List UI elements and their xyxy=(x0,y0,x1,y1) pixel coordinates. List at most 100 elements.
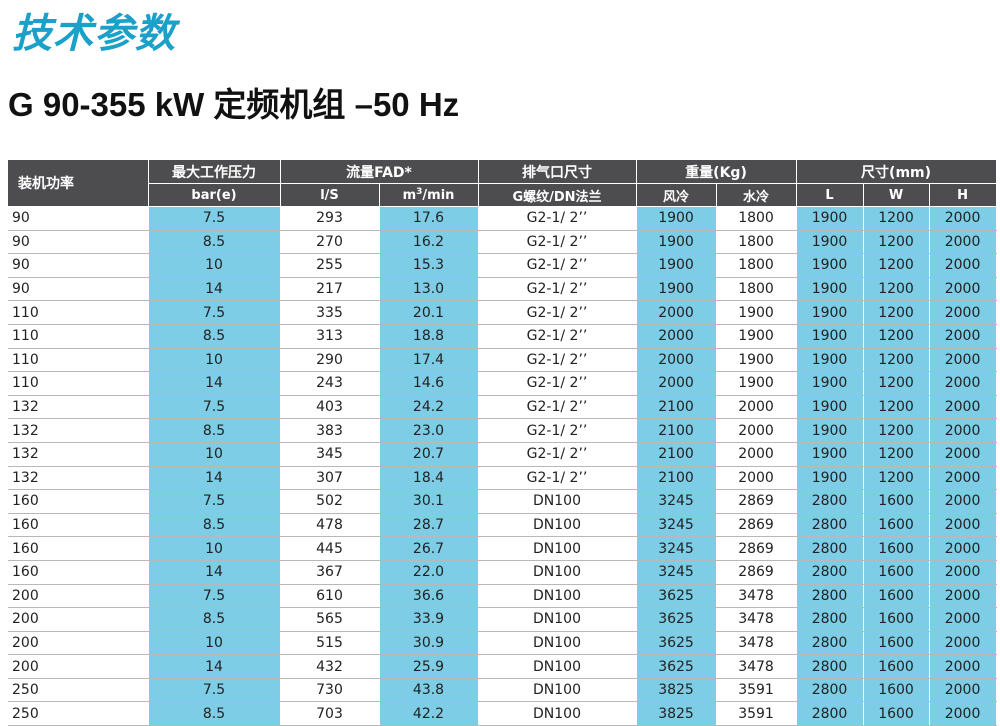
cell-fad-ls: 313 xyxy=(280,324,379,349)
cell-weight-air: 2000 xyxy=(635,371,717,396)
cell-height: 2000 xyxy=(928,466,997,491)
unit-m: m xyxy=(402,188,417,203)
table-row: 90 10 255 15.3 G2-1/ 2’’ 1900 1800 1900 1200 2000 xyxy=(8,253,997,278)
cell-fad-m3: 22.0 xyxy=(378,560,479,585)
cell-height: 2000 xyxy=(928,253,997,278)
cell-height: 2000 xyxy=(928,560,997,585)
cell-fad-ls: 730 xyxy=(280,678,379,703)
cell-length: 1900 xyxy=(795,230,864,255)
cell-weight-water: 3478 xyxy=(716,607,797,632)
cell-outlet: DN100 xyxy=(478,678,637,703)
cell-fad-ls: 403 xyxy=(280,395,379,420)
cell-fad-m3: 30.1 xyxy=(378,489,479,514)
table-row: 160 10 445 26.7 DN100 3245 2869 2800 1600 2000 xyxy=(8,536,997,561)
cell-pressure: 14 xyxy=(147,654,281,679)
cell-weight-water: 2000 xyxy=(716,395,797,420)
cell-width: 1200 xyxy=(862,442,930,467)
cell-length: 1900 xyxy=(795,277,864,302)
cell-length: 2800 xyxy=(795,701,864,726)
cell-weight-water: 1800 xyxy=(716,277,797,302)
cell-pressure: 8.5 xyxy=(147,607,281,632)
cell-power: 90 xyxy=(8,277,148,302)
cell-fad-m3: 20.1 xyxy=(378,300,479,325)
cell-weight-water: 1800 xyxy=(716,230,797,255)
cell-height: 2000 xyxy=(928,206,997,231)
cell-length: 2800 xyxy=(795,678,864,703)
cell-width: 1200 xyxy=(862,466,930,491)
cell-weight-water: 2000 xyxy=(716,466,797,491)
cell-outlet: G2-1/ 2’’ xyxy=(478,253,637,278)
table-row: 160 8.5 478 28.7 DN100 3245 2869 2800 1600 2000 xyxy=(8,513,997,538)
cell-height: 2000 xyxy=(928,230,997,255)
table-row: 160 7.5 502 30.1 DN100 3245 2869 2800 1600 2000 xyxy=(8,489,997,514)
cell-weight-water: 3591 xyxy=(716,678,797,703)
cell-width: 1200 xyxy=(862,348,930,373)
section-heading: 技术参数 xyxy=(12,12,176,56)
cell-weight-air: 3245 xyxy=(635,489,717,514)
cell-power: 160 xyxy=(8,560,148,585)
cell-outlet: G2-1/ 2’’ xyxy=(478,466,637,491)
cell-fad-m3: 14.6 xyxy=(378,371,479,396)
table-row: 200 8.5 565 33.9 DN100 3625 3478 2800 1600 2000 xyxy=(8,607,997,632)
cell-fad-m3: 36.6 xyxy=(378,584,479,609)
cell-fad-m3: 25.9 xyxy=(378,654,479,679)
cell-outlet: G2-1/ 2’’ xyxy=(478,206,637,231)
cell-power: 132 xyxy=(8,442,148,467)
cell-weight-water: 3478 xyxy=(716,584,797,609)
cell-height: 2000 xyxy=(928,654,997,679)
cell-fad-m3: 13.0 xyxy=(378,277,479,302)
cell-width: 1600 xyxy=(862,678,930,703)
cell-weight-water: 1800 xyxy=(716,253,797,278)
cell-power: 200 xyxy=(8,584,148,609)
cell-power: 200 xyxy=(8,631,148,656)
cell-weight-water: 1900 xyxy=(716,324,797,349)
cell-outlet: G2-1/ 2’’ xyxy=(478,418,637,443)
col-header-size: 尺寸(mm) xyxy=(796,160,997,184)
cell-width: 1200 xyxy=(862,206,930,231)
cell-weight-water: 3478 xyxy=(716,631,797,656)
cell-width: 1600 xyxy=(862,654,930,679)
cell-fad-ls: 478 xyxy=(280,513,379,538)
cell-fad-ls: 515 xyxy=(280,631,379,656)
cell-pressure: 7.5 xyxy=(147,300,281,325)
cell-weight-water: 2000 xyxy=(716,442,797,467)
cell-fad-ls: 565 xyxy=(280,607,379,632)
cell-fad-m3: 33.9 xyxy=(378,607,479,632)
cell-power: 200 xyxy=(8,654,148,679)
cell-power: 90 xyxy=(8,253,148,278)
cell-outlet: G2-1/ 2’’ xyxy=(478,395,637,420)
cell-width: 1600 xyxy=(862,607,930,632)
cell-length: 1900 xyxy=(795,442,864,467)
cell-length: 2800 xyxy=(795,584,864,609)
cell-length: 1900 xyxy=(795,324,864,349)
cell-power: 110 xyxy=(8,348,148,373)
cell-power: 160 xyxy=(8,536,148,561)
cell-weight-air: 2100 xyxy=(635,395,717,420)
cell-width: 1600 xyxy=(862,631,930,656)
cell-power: 200 xyxy=(8,607,148,632)
cell-weight-water: 2869 xyxy=(716,489,797,514)
cell-width: 1600 xyxy=(862,513,930,538)
unit-header-outlet: G螺纹/DN法兰 xyxy=(478,183,637,207)
cell-height: 2000 xyxy=(928,513,997,538)
cell-width: 1200 xyxy=(862,418,930,443)
cell-weight-water: 1900 xyxy=(716,300,797,325)
cell-weight-water: 1900 xyxy=(716,371,797,396)
table-row: 200 7.5 610 36.6 DN100 3625 3478 2800 1600 2000 xyxy=(8,584,997,609)
cell-height: 2000 xyxy=(928,442,997,467)
cell-fad-ls: 270 xyxy=(280,230,379,255)
cell-pressure: 7.5 xyxy=(147,584,281,609)
cell-pressure: 10 xyxy=(147,442,281,467)
cell-power: 160 xyxy=(8,489,148,514)
cell-weight-air: 3625 xyxy=(635,584,717,609)
cell-power: 90 xyxy=(8,206,148,231)
cell-width: 1200 xyxy=(862,300,930,325)
cell-fad-ls: 293 xyxy=(280,206,379,231)
cell-fad-m3: 20.7 xyxy=(378,442,479,467)
table-row: 90 14 217 13.0 G2-1/ 2’’ 1900 1800 1900 1200 2000 xyxy=(8,277,997,302)
cell-fad-m3: 43.8 xyxy=(378,678,479,703)
cell-weight-water: 2869 xyxy=(716,560,797,585)
header-row-group: 装机功率 最大工作压力 流量FAD* 排气口尺寸 重量(Kg) 尺寸(mm) xyxy=(8,160,997,207)
cell-weight-air: 2100 xyxy=(635,466,717,491)
cell-fad-m3: 30.9 xyxy=(378,631,479,656)
